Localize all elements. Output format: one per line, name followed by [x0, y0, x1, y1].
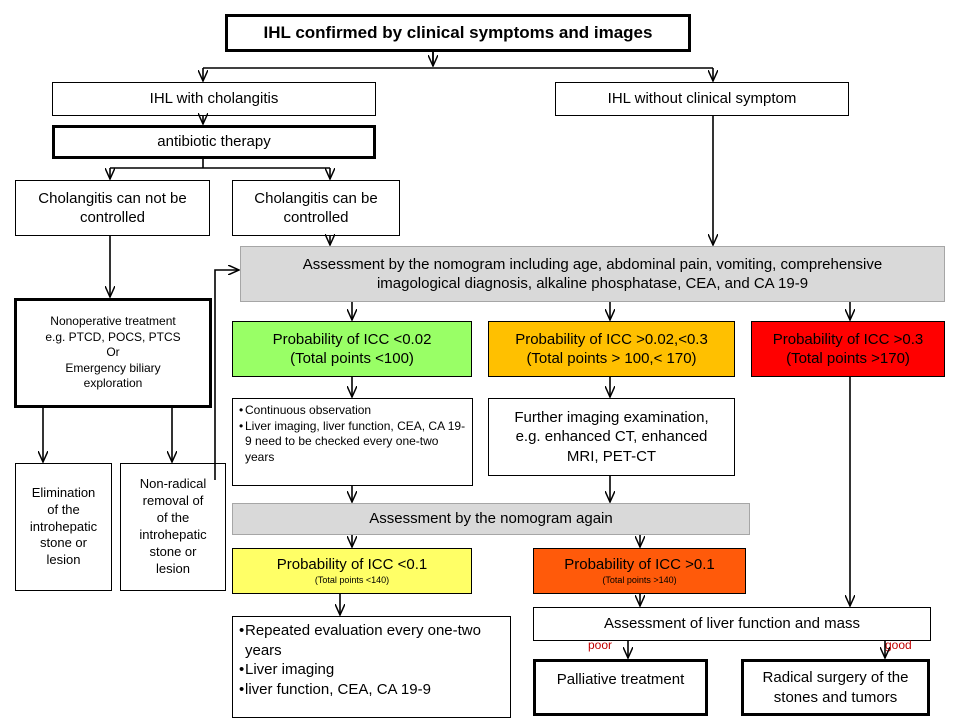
nonoperative-line-4: Emergency biliary [65, 360, 161, 375]
radical-surgery-line-1: Radical surgery of the [762, 669, 909, 686]
nonoperative-line-5: exploration [83, 376, 143, 391]
not-controlled-line-1: Cholangitis can not be [38, 189, 187, 207]
probability-01-high-line-2: (Total points >140) [602, 574, 677, 585]
probability-high-line-1: Probability of ICC >0.3 [772, 330, 924, 348]
non-radical-line-2: removal of [142, 493, 204, 509]
further-imaging-line-3: MRI, PET-CT [566, 447, 657, 465]
nonoperative-line-3: Or [106, 345, 120, 360]
non-radical-line-3: of the [156, 510, 190, 526]
probability-low-line-1: Probability of ICC <0.02 [272, 330, 432, 348]
ihl-cholangitis-label: IHL with cholangitis [149, 90, 279, 108]
radical-surgery-line-2: stones and tumors [773, 688, 898, 706]
good-label: good [885, 638, 912, 652]
probability-low-line-2: (Total points <100) [290, 350, 414, 367]
ihl-no-symptom-label: IHL without clinical symptom [607, 90, 797, 108]
root-label: IHL confirmed by clinical symptoms and i… [263, 22, 653, 42]
elimination-line-3: introhepatic [29, 518, 98, 534]
nonoperative-line-2: e.g. PTCD, POCS, PTCS [45, 329, 181, 344]
probability-mid-line-2: (Total points > 100,< 170) [526, 350, 697, 367]
probability-01-low-line-2: (Total points <140) [314, 574, 390, 585]
nonoperative-node: Nonoperative treatment e.g. PTCD, POCS, … [14, 298, 212, 408]
controlled-line-2: controlled [283, 209, 349, 226]
controlled-node: Cholangitis can be controlled [232, 180, 400, 236]
non-radical-line-5: stone or [149, 543, 197, 559]
non-radical-line-6: lesion [156, 560, 190, 576]
nomogram-again-node: Assessment by the nomogram again [232, 503, 750, 535]
repeat-evaluation-item: Repeated evaluation every one-two years [239, 621, 504, 660]
nomogram-again-label: Assessment by the nomogram again [369, 510, 613, 528]
nomogram-assessment-line-2: imagological diagnosis, alkaline phospha… [376, 275, 809, 292]
probability-low-node: Probability of ICC <0.02 (Total points <… [232, 321, 472, 377]
probability-mid-node: Probability of ICC >0.02,<0.3 (Total poi… [488, 321, 735, 377]
probability-01-low-node: Probability of ICC <0.1 (Total points <1… [232, 548, 472, 594]
observation-item: Liver imaging, liver function, CEA, CA 1… [239, 419, 466, 466]
poor-label: poor [588, 638, 613, 652]
elimination-line-5: lesion [46, 552, 81, 568]
not-controlled-line-2: controlled [79, 209, 146, 226]
elimination-node: Elimination of the introhepatic stone or… [15, 463, 112, 591]
antibiotic-label: antibiotic therapy [157, 133, 271, 151]
probability-01-high-node: Probability of ICC >0.1 (Total points >1… [533, 548, 746, 594]
nomogram-assessment-line-1: Assessment by the nomogram including age… [302, 255, 883, 273]
observation-list: Continuous observation Liver imaging, li… [232, 398, 473, 486]
liver-assessment-label: Assessment of liver function and mass [604, 615, 860, 633]
repeat-evaluation-item: Liver imaging [239, 660, 504, 680]
antibiotic-node: antibiotic therapy [52, 125, 376, 159]
root-node: IHL confirmed by clinical symptoms and i… [225, 14, 691, 52]
palliative-label: Palliative treatment [556, 671, 685, 688]
observation-item: Continuous observation [239, 403, 466, 419]
elimination-line-4: stone or [40, 535, 87, 551]
radical-surgery-node: Radical surgery of the stones and tumors [741, 659, 930, 716]
not-controlled-node: Cholangitis can not be controlled [15, 180, 210, 236]
probability-high-line-2: (Total points >170) [786, 350, 910, 367]
non-radical-line-1: Non-radical [139, 476, 207, 492]
probability-mid-line-1: Probability of ICC >0.02,<0.3 [515, 330, 708, 348]
nomogram-assessment-node: Assessment by the nomogram including age… [240, 246, 945, 302]
elimination-line-2: of the [47, 501, 80, 517]
controlled-line-1: Cholangitis can be [254, 189, 378, 207]
repeat-evaluation-list: Repeated evaluation every one-two years … [232, 616, 511, 718]
probability-01-low-line-1: Probability of ICC <0.1 [276, 556, 428, 574]
non-radical-line-4: introhepatic [139, 527, 207, 542]
ihl-no-symptom-node: IHL without clinical symptom [555, 82, 849, 116]
ihl-cholangitis-node: IHL with cholangitis [52, 82, 376, 116]
further-imaging-line-1: Further imaging examination, [514, 408, 709, 426]
probability-01-high-line-1: Probability of ICC >0.1 [564, 556, 715, 574]
further-imaging-line-2: e.g. enhanced CT, enhanced [515, 428, 708, 446]
non-radical-node: Non-radical removal of of the introhepat… [120, 463, 226, 591]
repeat-evaluation-item: liver function, CEA, CA 19-9 [239, 680, 504, 700]
further-imaging-node: Further imaging examination, e.g. enhanc… [488, 398, 735, 476]
nonoperative-line-1: Nonoperative treatment [50, 314, 176, 329]
liver-assessment-node: Assessment of liver function and mass [533, 607, 931, 641]
palliative-node: Palliative treatment [533, 659, 708, 716]
probability-high-node: Probability of ICC >0.3 (Total points >1… [751, 321, 945, 377]
elimination-line-1: Elimination [31, 484, 96, 500]
